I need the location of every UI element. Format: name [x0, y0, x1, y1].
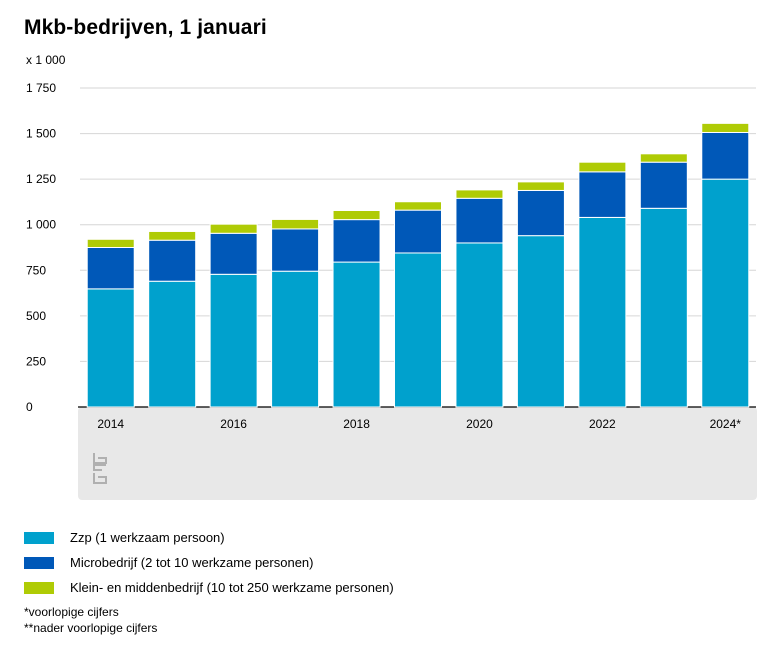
y-tick-label: 1 250 — [26, 172, 56, 186]
bar-segment-mkb-2016 — [209, 223, 258, 234]
x-axis-ticks: 2014 2016 2018 2020 2022 2024* — [97, 417, 741, 431]
bar-segment-mkb-2022 — [578, 161, 627, 173]
bar-segment-zzp-2020 — [455, 242, 504, 408]
bar-segment-mkb-2024* — [701, 122, 750, 133]
bar-chart: x 1 000 0 250 500 750 1 000 1 250 1 500 1 750 2… — [26, 53, 757, 500]
bar-segment-microbedrijf-2019 — [394, 209, 442, 254]
bar-segment-mkb-2017 — [271, 218, 320, 230]
bar-segment-zzp-2019 — [394, 252, 442, 408]
bar-segment-microbedrijf-2017 — [271, 228, 320, 272]
bar-segment-microbedrijf-2020 — [455, 197, 504, 244]
bar-segment-mkb-2019 — [394, 201, 442, 211]
y-tick-label: 0 — [26, 400, 33, 414]
bar-segment-mkb-2015 — [148, 230, 197, 241]
bar-segment-microbedrijf-2021 — [516, 189, 565, 237]
footnote: *voorlopige cijfers — [24, 605, 119, 619]
legend-label: Microbedrijf (2 tot 10 werkzame personen… — [70, 555, 314, 570]
legend-swatch — [24, 531, 54, 544]
bar-segment-zzp-2015 — [148, 280, 197, 408]
legend-swatch — [24, 581, 54, 594]
bar-segment-zzp-2022 — [578, 216, 627, 408]
bar-segment-mkb-2014 — [86, 238, 135, 249]
x-tick-label: 2024* — [710, 417, 742, 431]
legend-item-mkb: Klein- en middenbedrijf (10 tot 250 werk… — [24, 575, 394, 600]
y-axis-ticks: 0 250 500 750 1 000 1 250 1 500 1 750 — [26, 81, 56, 414]
bar-segment-microbedrijf-2018 — [332, 219, 381, 263]
cbs-logo-icon — [93, 453, 107, 484]
bar-segment-microbedrijf-2022 — [578, 171, 627, 218]
y-tick-label: 250 — [26, 354, 46, 368]
bar-segment-mkb-2020 — [455, 189, 504, 199]
legend-swatch — [24, 556, 54, 569]
bars — [86, 122, 750, 408]
chart-title: Mkb-bedrijven, 1 januari — [24, 16, 267, 39]
y-axis-unit-label: x 1 000 — [26, 53, 66, 67]
x-tick-label: 2014 — [97, 417, 124, 431]
footnotes: *voorlopige cijfers **nader voorlopige c… — [24, 604, 157, 636]
y-tick-label: 1 000 — [26, 218, 56, 232]
bar-segment-microbedrijf-2023 — [639, 161, 688, 209]
bar-segment-microbedrijf-2024* — [701, 131, 750, 180]
bar-segment-zzp-2018 — [332, 261, 381, 408]
x-tick-label: 2016 — [220, 417, 247, 431]
bar-segment-mkb-2018 — [332, 209, 381, 221]
bar-segment-microbedrijf-2016 — [209, 232, 258, 275]
bar-segment-mkb-2021 — [516, 181, 565, 191]
legend-item-zzp: Zzp (1 werkzaam persoon) — [24, 525, 394, 550]
bar-segment-microbedrijf-2015 — [148, 239, 197, 282]
bar-segment-mkb-2023 — [639, 153, 688, 163]
y-tick-label: 1 500 — [26, 127, 56, 141]
bar-segment-zzp-2016 — [209, 273, 258, 408]
bar-segment-zzp-2024* — [701, 178, 750, 408]
bar-segment-zzp-2023 — [639, 207, 688, 408]
legend-label: Zzp (1 werkzaam persoon) — [70, 530, 225, 545]
legend-item-microbedrijf: Microbedrijf (2 tot 10 werkzame personen… — [24, 550, 394, 575]
y-tick-label: 1 750 — [26, 81, 56, 95]
x-tick-label: 2020 — [466, 417, 493, 431]
bar-segment-zzp-2014 — [86, 288, 135, 408]
bar-segment-microbedrijf-2014 — [86, 247, 135, 290]
y-tick-label: 500 — [26, 309, 46, 323]
x-tick-label: 2018 — [343, 417, 370, 431]
legend: Zzp (1 werkzaam persoon) Microbedrijf (2… — [24, 525, 394, 600]
bar-segment-zzp-2021 — [516, 235, 565, 408]
x-axis-panel — [78, 407, 757, 500]
bar-segment-zzp-2017 — [271, 270, 320, 408]
legend-label: Klein- en middenbedrijf (10 tot 250 werk… — [70, 580, 394, 595]
y-tick-label: 750 — [26, 263, 46, 277]
x-tick-label: 2022 — [589, 417, 616, 431]
footnote: **nader voorlopige cijfers — [24, 621, 158, 635]
